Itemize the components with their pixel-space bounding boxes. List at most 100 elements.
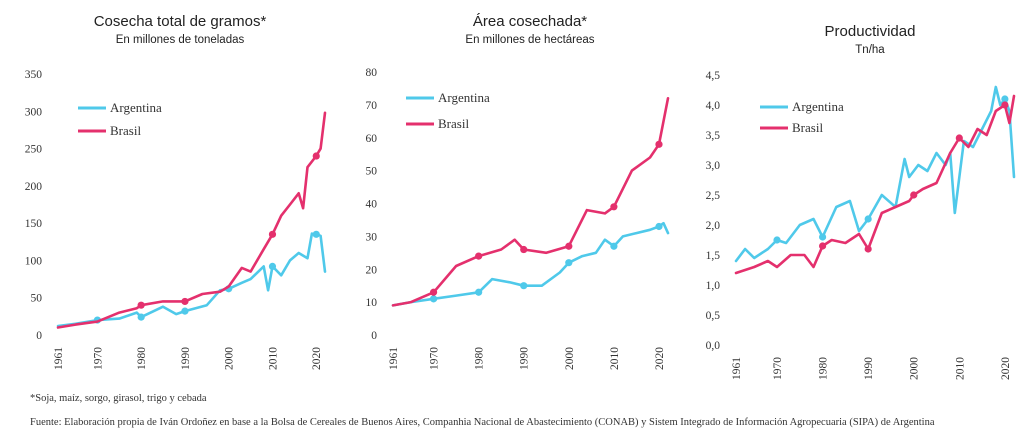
x-tick-label: 2010 — [609, 347, 621, 370]
y-tick-label: 0,5 — [706, 310, 721, 322]
data-point-argentina — [864, 215, 872, 223]
data-point-brasil — [610, 203, 618, 211]
data-point-argentina — [773, 236, 781, 244]
legend-label-argentina: Argentina — [110, 100, 162, 115]
legend-label-brasil: Brasil — [438, 116, 469, 131]
source-note: Fuente: Elaboración propia de Iván Ordoñ… — [30, 417, 935, 428]
data-point-brasil — [910, 191, 918, 199]
x-tick-label: 1980 — [474, 347, 486, 370]
data-point-argentina — [610, 242, 618, 250]
footnote: *Soja, maíz, sorgo, girasol, trigo y ceb… — [30, 393, 207, 404]
series-line-brasil — [391, 97, 670, 307]
y-tick-label: 70 — [366, 100, 378, 112]
y-tick-label: 20 — [366, 264, 378, 276]
data-point-brasil — [312, 152, 320, 160]
x-tick-label: 2000 — [224, 347, 236, 370]
y-tick-label: 300 — [25, 106, 43, 118]
data-point-argentina — [181, 307, 189, 315]
data-point-brasil — [955, 134, 963, 142]
x-tick-label: 2000 — [909, 357, 921, 380]
x-tick-label: 2010 — [954, 357, 966, 380]
y-tick-label: 1,0 — [706, 280, 721, 292]
x-tick-label: 2020 — [311, 347, 323, 370]
x-tick-label: 1961 — [731, 357, 743, 380]
legend-label-argentina: Argentina — [438, 90, 490, 105]
legend-label-brasil: Brasil — [110, 123, 141, 138]
y-tick-label: 0 — [371, 330, 377, 342]
data-point-brasil — [1001, 101, 1009, 109]
y-tick-label: 60 — [366, 133, 378, 145]
charts-canvas: Cosecha total de gramos* En millones de t… — [25, 13, 1016, 380]
x-tick-label: 2020 — [654, 347, 666, 370]
chart-title: Cosecha total de gramos* — [94, 13, 267, 30]
x-tick-label: 1961 — [388, 347, 400, 370]
y-tick-label: 10 — [366, 297, 378, 309]
x-tick-label: 2010 — [267, 347, 279, 370]
y-tick-label: 250 — [25, 144, 43, 156]
y-tick-label: 3,0 — [706, 160, 721, 172]
x-tick-label: 1961 — [53, 347, 65, 370]
data-point-brasil — [655, 140, 663, 148]
data-point-argentina — [520, 282, 528, 290]
y-tick-label: 0 — [36, 330, 42, 342]
y-tick-label: 0,0 — [706, 340, 721, 352]
y-tick-label: 150 — [25, 218, 43, 230]
x-tick-label: 1980 — [818, 357, 830, 380]
x-tick-label: 2020 — [1000, 357, 1012, 380]
data-point-brasil — [181, 297, 189, 306]
x-tick-label: 1990 — [519, 347, 531, 370]
data-point-argentina — [475, 288, 483, 296]
series-line-brasil — [734, 94, 1016, 275]
chart-subtitle: En millones de toneladas — [116, 34, 245, 46]
data-point-argentina — [429, 295, 438, 303]
y-tick-label: 2,5 — [706, 190, 721, 202]
x-tick-label: 1970 — [92, 347, 104, 370]
data-point-brasil — [429, 288, 438, 296]
data-point-argentina — [137, 313, 145, 321]
chart-1: Cosecha total de gramos* En millones de t… — [25, 13, 327, 370]
data-point-argentina — [268, 262, 277, 270]
data-point-argentina — [818, 233, 827, 241]
x-tick-label: 2000 — [564, 347, 576, 370]
chart-title: Área cosechada* — [473, 13, 587, 30]
y-tick-label: 80 — [366, 67, 378, 79]
chart-3: Productividad Tn/ha 0,0 0,5 1,0 1,5 2,0 2,5 3,0 3… — [706, 23, 1016, 380]
y-tick-label: 200 — [25, 181, 43, 193]
chart-2: Área cosechada* En millones de hectáreas 0… — [366, 13, 670, 370]
series-line-argentina — [56, 232, 327, 328]
y-tick-label: 350 — [25, 69, 43, 81]
y-tick-label: 100 — [25, 255, 43, 267]
x-tick-label: 1990 — [863, 357, 875, 380]
series-line-argentina — [734, 85, 1016, 263]
y-tick-label: 1,5 — [706, 250, 721, 262]
chart-title: Productividad — [825, 23, 916, 40]
y-tick-label: 3,5 — [706, 130, 721, 142]
data-point-brasil — [268, 230, 277, 238]
y-tick-label: 40 — [366, 199, 378, 211]
data-point-argentina — [312, 230, 320, 238]
legend-label-brasil: Brasil — [792, 120, 823, 135]
data-point-argentina — [655, 222, 663, 231]
y-tick-label: 30 — [366, 231, 378, 243]
data-point-brasil — [520, 245, 528, 254]
data-point-argentina — [1001, 95, 1009, 103]
x-tick-label: 1970 — [772, 357, 784, 380]
data-point-brasil — [137, 301, 145, 309]
data-point-brasil — [864, 245, 872, 253]
data-point-brasil — [818, 242, 827, 250]
x-tick-label: 1970 — [429, 347, 441, 370]
x-tick-label: 1980 — [136, 347, 148, 370]
chart-subtitle: En millones de hectáreas — [465, 34, 594, 46]
y-tick-label: 50 — [31, 293, 43, 305]
data-point-brasil — [565, 242, 573, 250]
x-tick-label: 1990 — [180, 347, 192, 370]
y-tick-label: 4,0 — [706, 100, 721, 112]
series-line-brasil — [56, 111, 327, 329]
y-tick-label: 2,0 — [706, 220, 721, 232]
y-tick-label: 4,5 — [706, 70, 721, 82]
chart-subtitle: Tn/ha — [855, 44, 885, 56]
data-point-brasil — [475, 252, 483, 260]
legend-label-argentina: Argentina — [792, 99, 844, 114]
y-tick-label: 50 — [366, 166, 378, 178]
